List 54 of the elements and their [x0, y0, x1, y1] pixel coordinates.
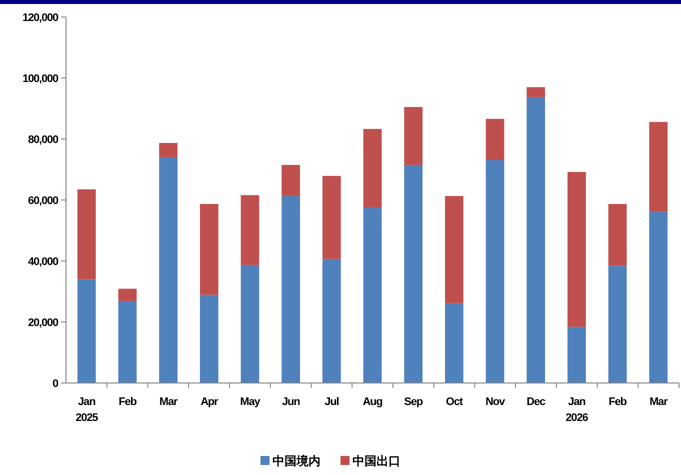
bar — [282, 196, 300, 383]
bar — [568, 326, 586, 383]
y-tick-label: 20,000 — [28, 316, 58, 329]
bar — [486, 118, 504, 160]
bar — [200, 294, 218, 383]
bar — [363, 208, 382, 383]
y-tick-label: 100,000 — [22, 72, 58, 85]
x-tick-label: Mar — [649, 396, 669, 408]
bar — [649, 122, 668, 212]
bar — [526, 96, 546, 383]
bar — [77, 279, 96, 383]
bar — [608, 266, 627, 383]
x-tick-label: Dec — [526, 396, 546, 408]
x-tick-label: May — [240, 396, 262, 408]
y-tick-label: 120,000 — [22, 12, 58, 24]
bar — [240, 195, 260, 265]
bar — [404, 106, 423, 165]
bar — [444, 196, 464, 304]
x-tick-label: Nov — [486, 396, 506, 408]
x-tick-label: Apr — [200, 396, 220, 408]
bar — [240, 264, 260, 383]
x-tick-label: Oct — [446, 396, 464, 408]
bar — [200, 204, 218, 295]
bar — [77, 189, 96, 280]
y-tick-label: 80,000 — [28, 134, 58, 146]
bar — [118, 288, 137, 301]
y-tick-label: 0 — [52, 378, 58, 390]
x-tick-label: Aug — [362, 396, 382, 408]
y-tick-label: 40,000 — [28, 256, 58, 268]
bar — [322, 176, 341, 259]
bar — [486, 160, 504, 383]
bar — [118, 300, 137, 383]
bar — [159, 142, 178, 157]
x-tick-label: Jul — [324, 396, 340, 408]
x-tick-label: Feb — [118, 396, 138, 408]
bar — [322, 258, 341, 383]
legend-label: 中国境内 — [272, 454, 320, 468]
x-tick-label: Feb — [608, 396, 628, 408]
legend-label: 中国出口 — [352, 454, 400, 468]
bar — [363, 128, 382, 208]
x-tick-label: Mar — [159, 396, 178, 408]
x-tick-label: Sep — [404, 396, 424, 408]
bar — [282, 164, 300, 196]
bar — [444, 303, 464, 383]
x-tick-label: Jan 2025 — [76, 396, 98, 424]
bar — [608, 204, 627, 266]
bar — [649, 212, 668, 383]
x-tick-label: Jun — [282, 396, 301, 408]
bar — [526, 87, 546, 97]
bar — [568, 172, 586, 327]
y-tick-label: 60,000 — [28, 194, 58, 207]
x-tick-label: Jan 2026 — [566, 396, 588, 424]
bar — [159, 156, 178, 383]
bar — [404, 164, 423, 383]
